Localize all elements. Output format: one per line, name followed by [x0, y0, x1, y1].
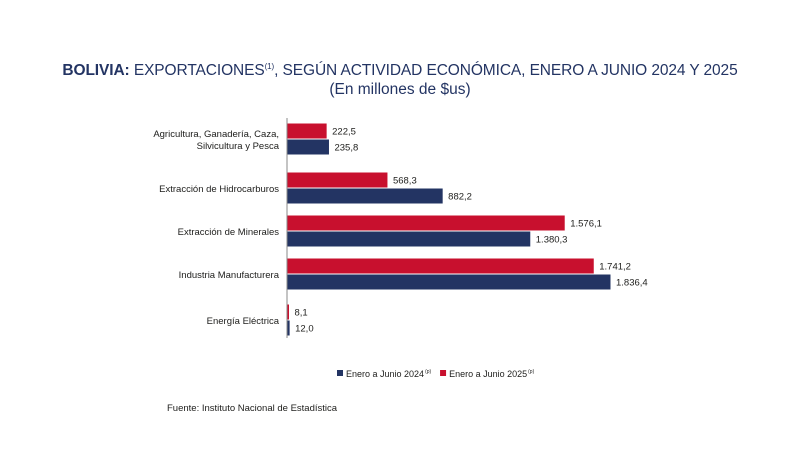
category-label: Extracción de Hidrocarburos: [159, 184, 279, 195]
source-note: Fuente: Instituto Nacional de Estadístic…: [167, 403, 338, 414]
legend-swatch: [440, 370, 447, 376]
category-label: Industria Manufacturera: [179, 270, 280, 281]
bar-2025: [287, 215, 565, 231]
bar-2024: [287, 320, 290, 336]
data-label: 12,0: [295, 324, 314, 335]
bar-2025: [287, 258, 594, 274]
bar-2024: [287, 139, 329, 155]
data-label: 882,2: [448, 192, 472, 203]
title-rest: , SEGÚN ACTIVIDAD ECONÓMICA, ENERO A JUN…: [274, 62, 738, 80]
bar-2024: [287, 231, 531, 247]
category-label: Silvicultura y Pesca: [197, 141, 280, 152]
bar-2024: [287, 274, 611, 290]
chart-subtitle: (En millones de $us): [329, 81, 471, 99]
data-label: 222,5: [332, 127, 356, 138]
bar-2024: [287, 188, 443, 204]
legend-swatch: [337, 370, 343, 376]
title-main: EXPORTACIONES: [129, 62, 265, 80]
data-label: 1.836,4: [616, 278, 648, 289]
title-footnote-mark: (1): [264, 62, 275, 71]
data-label: 1.576,1: [570, 219, 602, 230]
data-label: 568,3: [393, 176, 417, 187]
category-label: Extracción de Minerales: [178, 227, 280, 238]
legend-label-sup: (p): [528, 369, 534, 375]
category-label: Agricultura, Ganadería, Caza,: [153, 129, 279, 140]
legend-label: Enero a Junio 2024: [346, 369, 424, 379]
legend-label-sup: (p): [425, 369, 431, 375]
chart-title: BOLIVIA: EXPORTACIONES(1), SEGÚN ACTIVID…: [0, 58, 800, 80]
title-bold: BOLIVIA:: [62, 62, 130, 80]
data-label: 235,8: [334, 143, 358, 154]
data-label: 8,1: [295, 308, 308, 319]
legend-label: Enero a Junio 2025: [449, 369, 527, 379]
bar-2025: [287, 304, 289, 320]
category-label: Energía Eléctrica: [207, 316, 280, 327]
bar-2025: [287, 123, 327, 139]
chart-header: BOLIVIA: EXPORTACIONES(1), SEGÚN ACTIVID…: [0, 58, 800, 99]
data-label: 1.741,2: [599, 262, 631, 273]
bar-2025: [287, 172, 388, 188]
data-label: 1.380,3: [536, 235, 568, 246]
